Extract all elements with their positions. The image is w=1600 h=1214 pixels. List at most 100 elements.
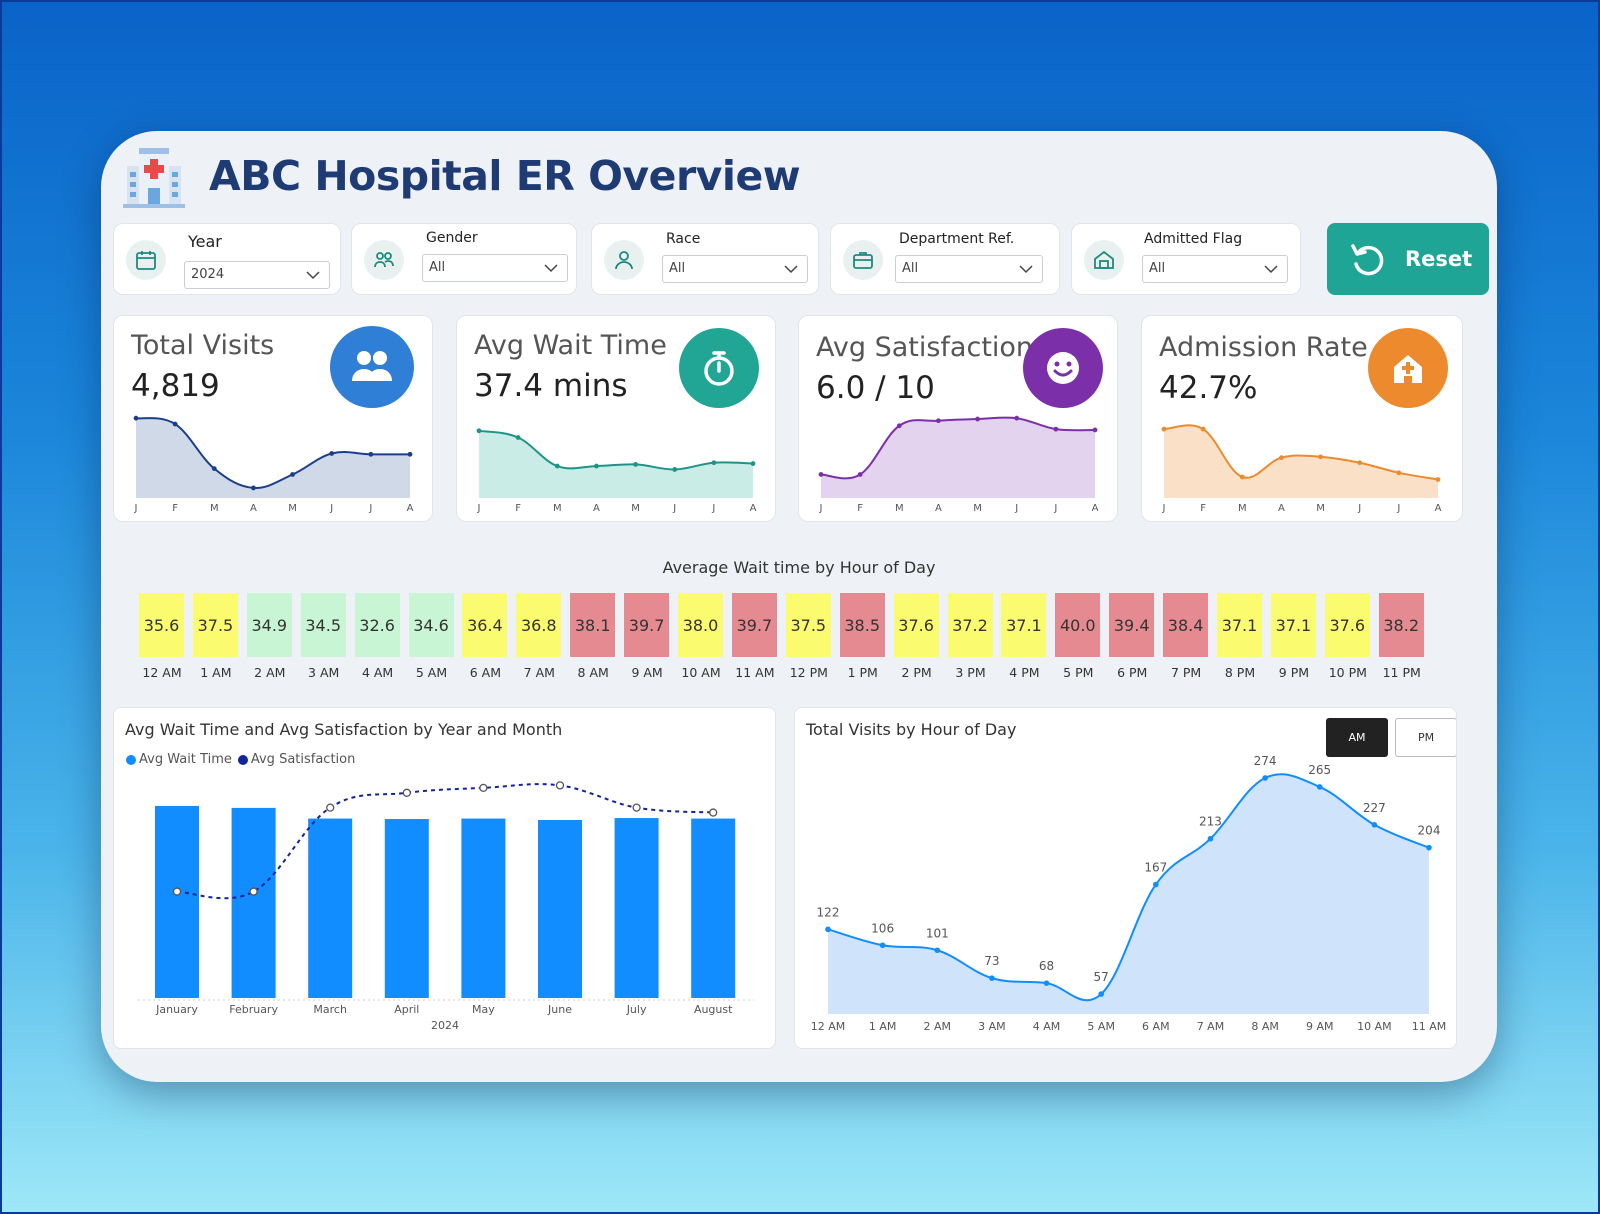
hour-tick-label: 2 AM — [924, 1020, 952, 1033]
visits-point — [1426, 845, 1432, 851]
sparkline-point — [594, 464, 599, 469]
heatmap-cell: 36.8 — [516, 593, 561, 657]
heatmap-cell: 38.0 — [678, 593, 723, 657]
sparkline-point — [751, 461, 756, 466]
filter-gender: Gender All — [351, 223, 577, 295]
data-label: 101 — [926, 926, 949, 940]
visits-point — [825, 927, 831, 933]
bar-avg-wait-time — [308, 819, 352, 998]
heatmap-hour-label: 11 PM — [1367, 665, 1437, 680]
heatmap-cell: 37.1 — [1271, 593, 1316, 657]
combo-chart-panel: Avg Wait Time and Avg Satisfaction by Ye… — [113, 707, 776, 1049]
smile-icon — [1023, 328, 1103, 408]
hour-tick-label: 6 AM — [1142, 1020, 1170, 1033]
stopwatch-icon — [679, 328, 759, 408]
gender-dropdown[interactable]: All — [422, 254, 568, 282]
hour-tick-label: 12 AM — [811, 1020, 846, 1033]
chevron-down-icon — [1018, 261, 1034, 277]
satisfaction-point — [480, 784, 487, 791]
sparkline-point — [1279, 455, 1284, 460]
header: ABC Hospital ER Overview — [121, 141, 800, 211]
filter-year: Year 2024 — [113, 223, 341, 295]
month-tick-label: J — [369, 503, 372, 514]
year-dropdown[interactable]: 2024 — [184, 261, 330, 289]
area-chart: 12212 AM1061 AM1012 AM733 AM684 AM575 AM… — [795, 708, 1457, 1049]
chevron-down-icon — [543, 260, 559, 276]
filter-label: Race — [666, 231, 700, 247]
calendar-icon — [126, 240, 166, 280]
data-label: 227 — [1363, 801, 1386, 815]
reset-button[interactable]: Reset — [1327, 223, 1489, 295]
dropdown-value: All — [669, 261, 685, 276]
bar-avg-wait-time — [155, 806, 199, 998]
department-dropdown[interactable]: All — [895, 255, 1043, 283]
sparkline-point — [173, 422, 178, 427]
kpi-total-visits: Total Visits 4,819 JFMAMJJA — [113, 315, 433, 522]
month-tick-label: July — [626, 1003, 647, 1016]
month-tick-label: A — [250, 503, 257, 514]
sparkline-point — [1014, 416, 1019, 421]
sparkline-point — [1240, 475, 1245, 480]
hour-tick-label: 8 AM — [1251, 1020, 1279, 1033]
month-tick-label: April — [394, 1003, 419, 1016]
year-axis-label: 2024 — [431, 1019, 459, 1032]
month-tick-label: M — [631, 503, 640, 514]
filter-admitted: Admitted Flag All — [1071, 223, 1301, 295]
sparkline-point — [1053, 427, 1058, 432]
hospital-building-icon — [121, 144, 187, 208]
briefcase-icon — [843, 240, 883, 280]
sparkline-point — [1436, 477, 1441, 482]
sparkline-point — [516, 435, 521, 440]
month-tick-label: A — [750, 503, 757, 514]
kpi-sparkline — [457, 408, 776, 503]
sparkline-point — [1357, 460, 1362, 465]
people-icon — [364, 240, 404, 280]
month-tick-label: M — [553, 503, 562, 514]
heatmap-cell: 40.0 — [1055, 593, 1100, 657]
heatmap-cell: 37.6 — [894, 593, 939, 657]
kpi-sparkline — [1142, 408, 1462, 503]
heatmap-title: Average Wait time by Hour of Day — [101, 558, 1497, 577]
filter-label: Admitted Flag — [1144, 231, 1242, 247]
sparkline-point — [368, 452, 373, 457]
page-title: ABC Hospital ER Overview — [209, 152, 800, 200]
kpi-sparkline — [799, 408, 1118, 503]
sparkline-point — [1201, 427, 1206, 432]
month-tick-label: June — [547, 1003, 572, 1016]
month-tick-label: May — [472, 1003, 495, 1016]
month-tick-label: J — [820, 503, 823, 514]
heatmap-cell: 39.4 — [1109, 593, 1154, 657]
heatmap-cell: 39.7 — [624, 593, 669, 657]
dropdown-value: All — [429, 260, 445, 275]
month-tick-label: A — [1092, 503, 1099, 514]
dashboard-card: ABC Hospital ER Overview Year 2024 Gende… — [101, 131, 1497, 1082]
sparkline-point — [711, 460, 716, 465]
sparkline-area — [136, 418, 410, 498]
kpi-avg-satisfaction: Avg Satisfaction 6.0 / 10 JFMAMJJA — [798, 315, 1118, 522]
sparkline-point — [936, 418, 941, 423]
race-dropdown[interactable]: All — [662, 255, 808, 283]
sparkline-point — [212, 466, 217, 471]
sparkline-point — [290, 472, 295, 477]
heatmap-cell: 37.2 — [948, 593, 993, 657]
heatmap-cell: 39.7 — [732, 593, 777, 657]
admitted-dropdown[interactable]: All — [1142, 255, 1288, 283]
heatmap-cell: 38.4 — [1163, 593, 1208, 657]
hour-tick-label: 9 AM — [1306, 1020, 1334, 1033]
month-tick-label: January — [155, 1003, 198, 1016]
filter-race: Race All — [591, 223, 819, 295]
month-tick-label: M — [1316, 503, 1325, 514]
sparkline-point — [975, 417, 980, 422]
kpi-value: 6.0 / 10 — [816, 370, 935, 406]
chevron-down-icon — [1263, 261, 1279, 277]
users-icon — [330, 326, 414, 408]
combo-chart: JanuaryFebruaryMarchAprilMayJuneJulyAugu… — [114, 708, 776, 1049]
kpi-month-labels: JFMAMJJA — [799, 503, 1118, 517]
sparkline-point — [633, 462, 638, 467]
sparkline-point — [134, 416, 139, 421]
data-label: 265 — [1308, 763, 1331, 777]
month-tick-label: F — [857, 503, 863, 514]
filter-label: Gender — [426, 230, 478, 246]
bar-avg-wait-time — [232, 808, 276, 998]
data-label: 106 — [871, 921, 894, 935]
